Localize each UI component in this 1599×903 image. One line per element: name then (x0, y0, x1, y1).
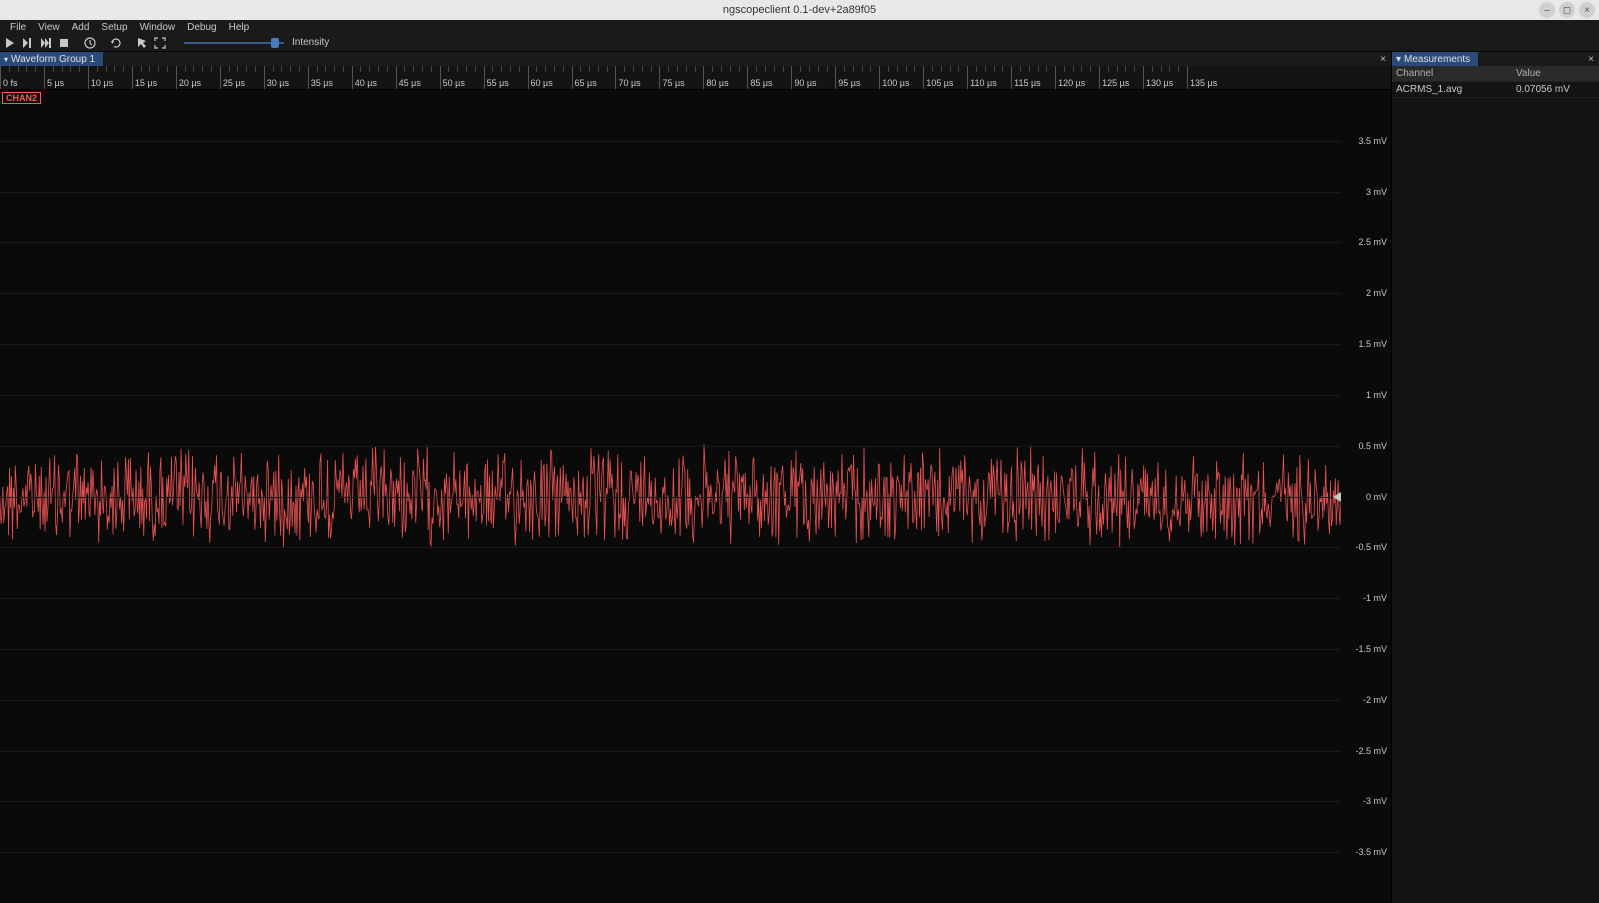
waveform-panel: ▾ Waveform Group 1 × 0 fs5 µs10 µs15 µs2… (0, 52, 1391, 903)
timeline-tick: 65 µs (572, 66, 597, 89)
cursor-button[interactable] (134, 35, 150, 51)
y-axis-label: 2.5 mV (1358, 237, 1387, 247)
timeline-tick: 40 µs (352, 66, 377, 89)
menu-window[interactable]: Window (134, 22, 182, 33)
y-axis-label: -2.5 mV (1355, 746, 1387, 756)
timeline-tick: 35 µs (308, 66, 333, 89)
measurements-tab-label: Measurements (1404, 54, 1470, 65)
timeline-tick: 135 µs (1187, 66, 1217, 89)
play-button[interactable] (2, 35, 18, 51)
timeline-tick: 60 µs (528, 66, 553, 89)
fullscreen-button[interactable] (152, 35, 168, 51)
timeline-axis[interactable]: 0 fs5 µs10 µs15 µs20 µs25 µs30 µs35 µs40… (0, 66, 1391, 90)
menu-help[interactable]: Help (223, 22, 256, 33)
y-axis-label: -2 mV (1363, 695, 1387, 705)
trigger-level-marker[interactable] (1333, 492, 1341, 502)
measurement-value: 0.07056 mV (1512, 82, 1599, 98)
step-forward-button[interactable] (20, 35, 36, 51)
y-axis-label: 1 mV (1366, 390, 1387, 400)
tab-menu-icon: ▾ (1396, 54, 1401, 65)
close-icon[interactable]: × (1579, 2, 1595, 18)
y-axis[interactable]: 3.5 mV 3 mV 2.5 mV 2 mV 1.5 mV 1 mV 0.5 mV 0 mV… (1341, 90, 1391, 903)
timeline-tick: 55 µs (484, 66, 509, 89)
y-axis-label: -1.5 mV (1355, 644, 1387, 654)
timeline-tick: 25 µs (220, 66, 245, 89)
plot-body[interactable]: CHAN2 (0, 90, 1341, 903)
minimize-icon[interactable]: – (1539, 2, 1555, 18)
menu-view[interactable]: View (32, 22, 66, 33)
timeline-tick: 45 µs (396, 66, 421, 89)
y-axis-label: 2 mV (1366, 288, 1387, 298)
measurements-header-cell: Value (1512, 66, 1599, 82)
history-button[interactable] (82, 35, 98, 51)
y-axis-label: 0.5 mV (1358, 441, 1387, 451)
y-axis-label: -1 mV (1363, 593, 1387, 603)
intensity-slider[interactable] (184, 40, 284, 46)
y-axis-label: 3 mV (1366, 187, 1387, 197)
menu-add[interactable]: Add (66, 22, 96, 33)
y-axis-label: -3.5 mV (1355, 847, 1387, 857)
stop-button[interactable] (56, 35, 72, 51)
skip-forward-button[interactable] (38, 35, 54, 51)
measurements-header-cell: Channel (1392, 66, 1512, 82)
refresh-button[interactable] (108, 35, 124, 51)
measurements-panel: ▾ Measurements × ChannelValueACRMS_1.avg… (1391, 52, 1599, 903)
y-axis-label: 3.5 mV (1358, 136, 1387, 146)
timeline-tick: 10 µs (88, 66, 113, 89)
menu-setup[interactable]: Setup (95, 22, 133, 33)
timeline-tick: 75 µs (659, 66, 684, 89)
y-axis-label: -0.5 mV (1355, 542, 1387, 552)
tab-menu-icon: ▾ (4, 55, 8, 64)
timeline-tick: 110 µs (967, 66, 997, 89)
menu-bar: FileViewAddSetupWindowDebugHelp (0, 20, 1599, 34)
y-axis-label: 0 mV (1366, 492, 1387, 502)
measurements-close-button[interactable]: × (1585, 52, 1597, 66)
timeline-tick: 85 µs (747, 66, 772, 89)
timeline-tick: 115 µs (1011, 66, 1041, 89)
menu-file[interactable]: File (4, 22, 32, 33)
timeline-tick: 50 µs (440, 66, 465, 89)
measurements-tabbar: ▾ Measurements × (1392, 52, 1599, 66)
waveform-group-tab-label: Waveform Group 1 (11, 54, 95, 65)
timeline-tick: 80 µs (703, 66, 728, 89)
timeline-tick: 20 µs (176, 66, 201, 89)
y-axis-label: -3 mV (1363, 796, 1387, 806)
measurements-row[interactable]: ACRMS_1.avg0.07056 mV (1392, 82, 1599, 98)
measurements-tab[interactable]: ▾ Measurements (1392, 52, 1478, 66)
waveform-group-close-button[interactable]: × (1377, 52, 1389, 66)
waveform-plot[interactable]: 0 fs5 µs10 µs15 µs20 µs25 µs30 µs35 µs40… (0, 66, 1391, 903)
waveform-tabbar: ▾ Waveform Group 1 × (0, 52, 1391, 66)
timeline-tick: 15 µs (132, 66, 157, 89)
measurements-table: ChannelValueACRMS_1.avg0.07056 mV (1392, 66, 1599, 903)
intensity-label: Intensity (292, 37, 329, 48)
timeline-tick: 30 µs (264, 66, 289, 89)
toolbar: Intensity (0, 34, 1599, 52)
menu-debug[interactable]: Debug (181, 22, 222, 33)
maximize-icon[interactable]: ◻ (1559, 2, 1575, 18)
window-title: ngscopeclient 0.1-dev+2a89f05 (723, 4, 876, 16)
measurement-channel: ACRMS_1.avg (1392, 82, 1512, 98)
timeline-tick: 90 µs (791, 66, 816, 89)
y-axis-label: 1.5 mV (1358, 339, 1387, 349)
waveform-group-tab[interactable]: ▾ Waveform Group 1 (0, 52, 103, 66)
timeline-tick: 70 µs (615, 66, 640, 89)
timeline-tick: 95 µs (835, 66, 860, 89)
window-titlebar: ngscopeclient 0.1-dev+2a89f05 – ◻ × (0, 0, 1599, 20)
